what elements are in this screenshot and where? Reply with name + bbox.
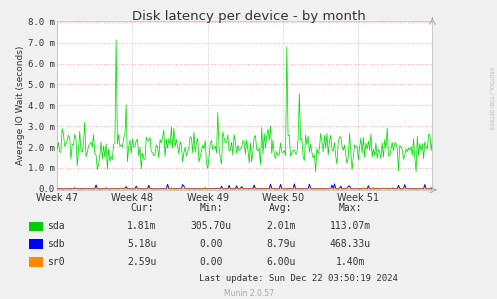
Text: sr0: sr0 <box>47 257 64 267</box>
Text: sdb: sdb <box>47 239 64 249</box>
Text: Munin 2.0.57: Munin 2.0.57 <box>224 289 273 298</box>
Text: 5.18u: 5.18u <box>127 239 157 249</box>
Text: 1.81m: 1.81m <box>127 221 157 231</box>
Text: Last update: Sun Dec 22 03:50:19 2024: Last update: Sun Dec 22 03:50:19 2024 <box>199 274 398 283</box>
Text: RRDTOOL / TOBI OETIKER: RRDTOOL / TOBI OETIKER <box>489 67 494 130</box>
Text: Avg:: Avg: <box>269 203 293 213</box>
Text: Max:: Max: <box>338 203 362 213</box>
Text: 113.07m: 113.07m <box>330 221 371 231</box>
Text: 305.70u: 305.70u <box>191 221 232 231</box>
Text: 8.79u: 8.79u <box>266 239 296 249</box>
Text: 468.33u: 468.33u <box>330 239 371 249</box>
Text: sda: sda <box>47 221 64 231</box>
Text: 0.00: 0.00 <box>199 239 223 249</box>
Text: Cur:: Cur: <box>130 203 154 213</box>
Text: Min:: Min: <box>199 203 223 213</box>
Text: 2.01m: 2.01m <box>266 221 296 231</box>
Text: Disk latency per device - by month: Disk latency per device - by month <box>132 10 365 23</box>
Text: 1.40m: 1.40m <box>335 257 365 267</box>
Text: 0.00: 0.00 <box>199 257 223 267</box>
Y-axis label: Average IO Wait (seconds): Average IO Wait (seconds) <box>16 46 25 165</box>
Text: 6.00u: 6.00u <box>266 257 296 267</box>
Text: 2.59u: 2.59u <box>127 257 157 267</box>
